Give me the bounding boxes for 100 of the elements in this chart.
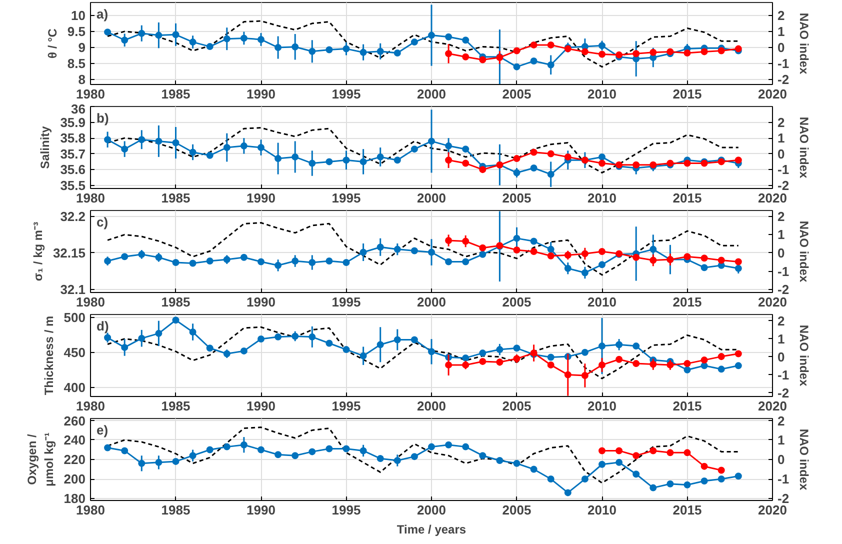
y2-tick-label: -1 <box>778 264 790 279</box>
y-tick-label: 200 <box>64 472 86 487</box>
y2-tick-label: -2 <box>778 385 790 400</box>
x-tick-label: 1995 <box>332 86 361 102</box>
x-tick-label: 1985 <box>161 86 190 102</box>
x-tick-label: 2020 <box>758 294 787 310</box>
x-tick-label: 1985 <box>161 398 190 414</box>
x-tick-label: 2000 <box>417 190 446 206</box>
y-axis-title: Thickness / m <box>42 316 56 396</box>
y2-tick-label: 0 <box>778 146 785 162</box>
x-tick-label: 1985 <box>161 294 190 310</box>
x-tick-label: 1995 <box>332 190 361 206</box>
y-tick-label: 500 <box>64 310 86 325</box>
x-tick-label: 2000 <box>417 294 446 310</box>
y-tick-label: 35.8 <box>60 130 86 146</box>
x-tick-label: 1990 <box>246 190 276 206</box>
y-tick-label: 240 <box>64 432 86 448</box>
y-axis-title: σ₁ / kg m⁻³ <box>30 222 45 282</box>
y-tick-label: 400 <box>64 380 86 395</box>
y2-tick-label: 2 <box>778 313 785 328</box>
y2-tick-label: 1 <box>778 24 785 39</box>
y-tick-label: 260 <box>64 414 86 428</box>
x-tick-label: 2015 <box>672 86 702 102</box>
x-tick-label: 2005 <box>502 86 532 102</box>
x-tick-label: 1980 <box>76 294 105 310</box>
y2-axis-title: NAO index <box>797 12 812 74</box>
y-tick-label: 10 <box>71 8 86 23</box>
y2-tick-label: -2 <box>778 282 790 298</box>
y2-tick-label: 1 <box>778 130 785 146</box>
annotation: c) <box>96 214 108 230</box>
x-tick-label: 1995 <box>332 502 361 518</box>
y2-tick-label: -2 <box>778 178 790 193</box>
annotation: b) <box>96 110 109 126</box>
x-tick-label: 2015 <box>672 294 702 310</box>
x-tick-label: 2000 <box>417 86 446 102</box>
x-tick-label: 2015 <box>672 502 702 518</box>
x-tick-label: 2010 <box>588 502 616 518</box>
y-tick-label: 32.2 <box>60 208 86 224</box>
y2-tick-label: -1 <box>778 162 790 178</box>
y2-tick-label: -1 <box>778 472 790 487</box>
y-tick-label: 9 <box>78 40 86 56</box>
x-tick-label: 2020 <box>758 86 787 102</box>
x-tick-label: 2010 <box>588 398 616 414</box>
x-tick-label: 2015 <box>672 398 702 414</box>
y-axis-title: Oxygen / μmol kg⁻¹ <box>25 432 56 487</box>
y-tick-label: 450 <box>64 344 86 360</box>
y-tick-label: 32.15 <box>52 245 86 260</box>
y-tick-label: 220 <box>64 452 86 467</box>
x-axis-title: Time / years <box>396 522 466 536</box>
x-tick-label: 2000 <box>417 398 446 414</box>
x-tick-label: 2000 <box>417 502 446 518</box>
y-tick-label: 35.6 <box>60 162 86 178</box>
x-tick-label: 2010 <box>588 86 616 102</box>
x-tick-label: 1995 <box>332 294 361 310</box>
x-tick-label: 2010 <box>588 190 616 206</box>
x-tick-label: 1990 <box>246 294 276 310</box>
x-tick-label: 1990 <box>246 502 276 518</box>
x-tick-label: 2020 <box>758 398 787 414</box>
x-tick-label: 1985 <box>161 502 190 518</box>
y2-tick-label: 2 <box>778 208 785 224</box>
x-tick-label: 1980 <box>76 190 105 206</box>
y2-axis-title: NAO index <box>797 220 812 282</box>
y2-axis-title: NAO index <box>797 324 812 386</box>
y2-tick-label: 0 <box>778 349 785 364</box>
y2-tick-label: 2 <box>778 114 785 130</box>
y2-axis-title: NAO index <box>797 116 812 178</box>
x-tick-label: 2005 <box>502 502 532 518</box>
x-tick-label: 1980 <box>76 86 105 102</box>
x-tick-label: 1990 <box>246 398 276 414</box>
x-tick-label: 2010 <box>588 294 616 310</box>
y2-tick-label: 2 <box>778 414 785 428</box>
y2-tick-label: 1 <box>778 331 785 346</box>
x-tick-label: 1995 <box>332 398 361 414</box>
annotation: e) <box>96 422 108 438</box>
y2-tick-label: -1 <box>778 56 790 72</box>
x-tick-label: 2005 <box>502 190 532 206</box>
annotation: a) <box>96 6 108 22</box>
y-tick-label: 36 <box>71 102 86 116</box>
y-axis-title: θ / °C <box>45 28 60 58</box>
y-tick-label: 35.5 <box>60 178 86 193</box>
y-tick-label: 35.7 <box>60 146 86 162</box>
y-tick-label: 32.1 <box>60 282 86 298</box>
x-tick-label: 1985 <box>161 190 190 206</box>
y2-axis-title: NAO index <box>797 428 812 490</box>
x-tick-label: 2015 <box>672 190 702 206</box>
y2-tick-label: -1 <box>778 367 790 382</box>
y-tick-label: 8.5 <box>67 56 86 72</box>
x-tick-label: 2020 <box>758 190 787 206</box>
y-tick-label: 8 <box>78 72 86 88</box>
y2-tick-label: 0 <box>778 245 785 260</box>
y-tick-label: 9.5 <box>67 24 86 39</box>
x-tick-label: 1990 <box>246 86 276 102</box>
y2-tick-label: 0 <box>778 452 785 467</box>
x-tick-label: 1980 <box>76 398 105 414</box>
x-tick-label: 2005 <box>502 398 532 414</box>
y2-tick-label: 0 <box>778 40 785 56</box>
y2-tick-label: 2 <box>778 8 785 23</box>
y2-tick-label: 1 <box>778 432 785 448</box>
y2-tick-label: 1 <box>778 227 785 242</box>
x-tick-label: 2005 <box>502 294 532 310</box>
